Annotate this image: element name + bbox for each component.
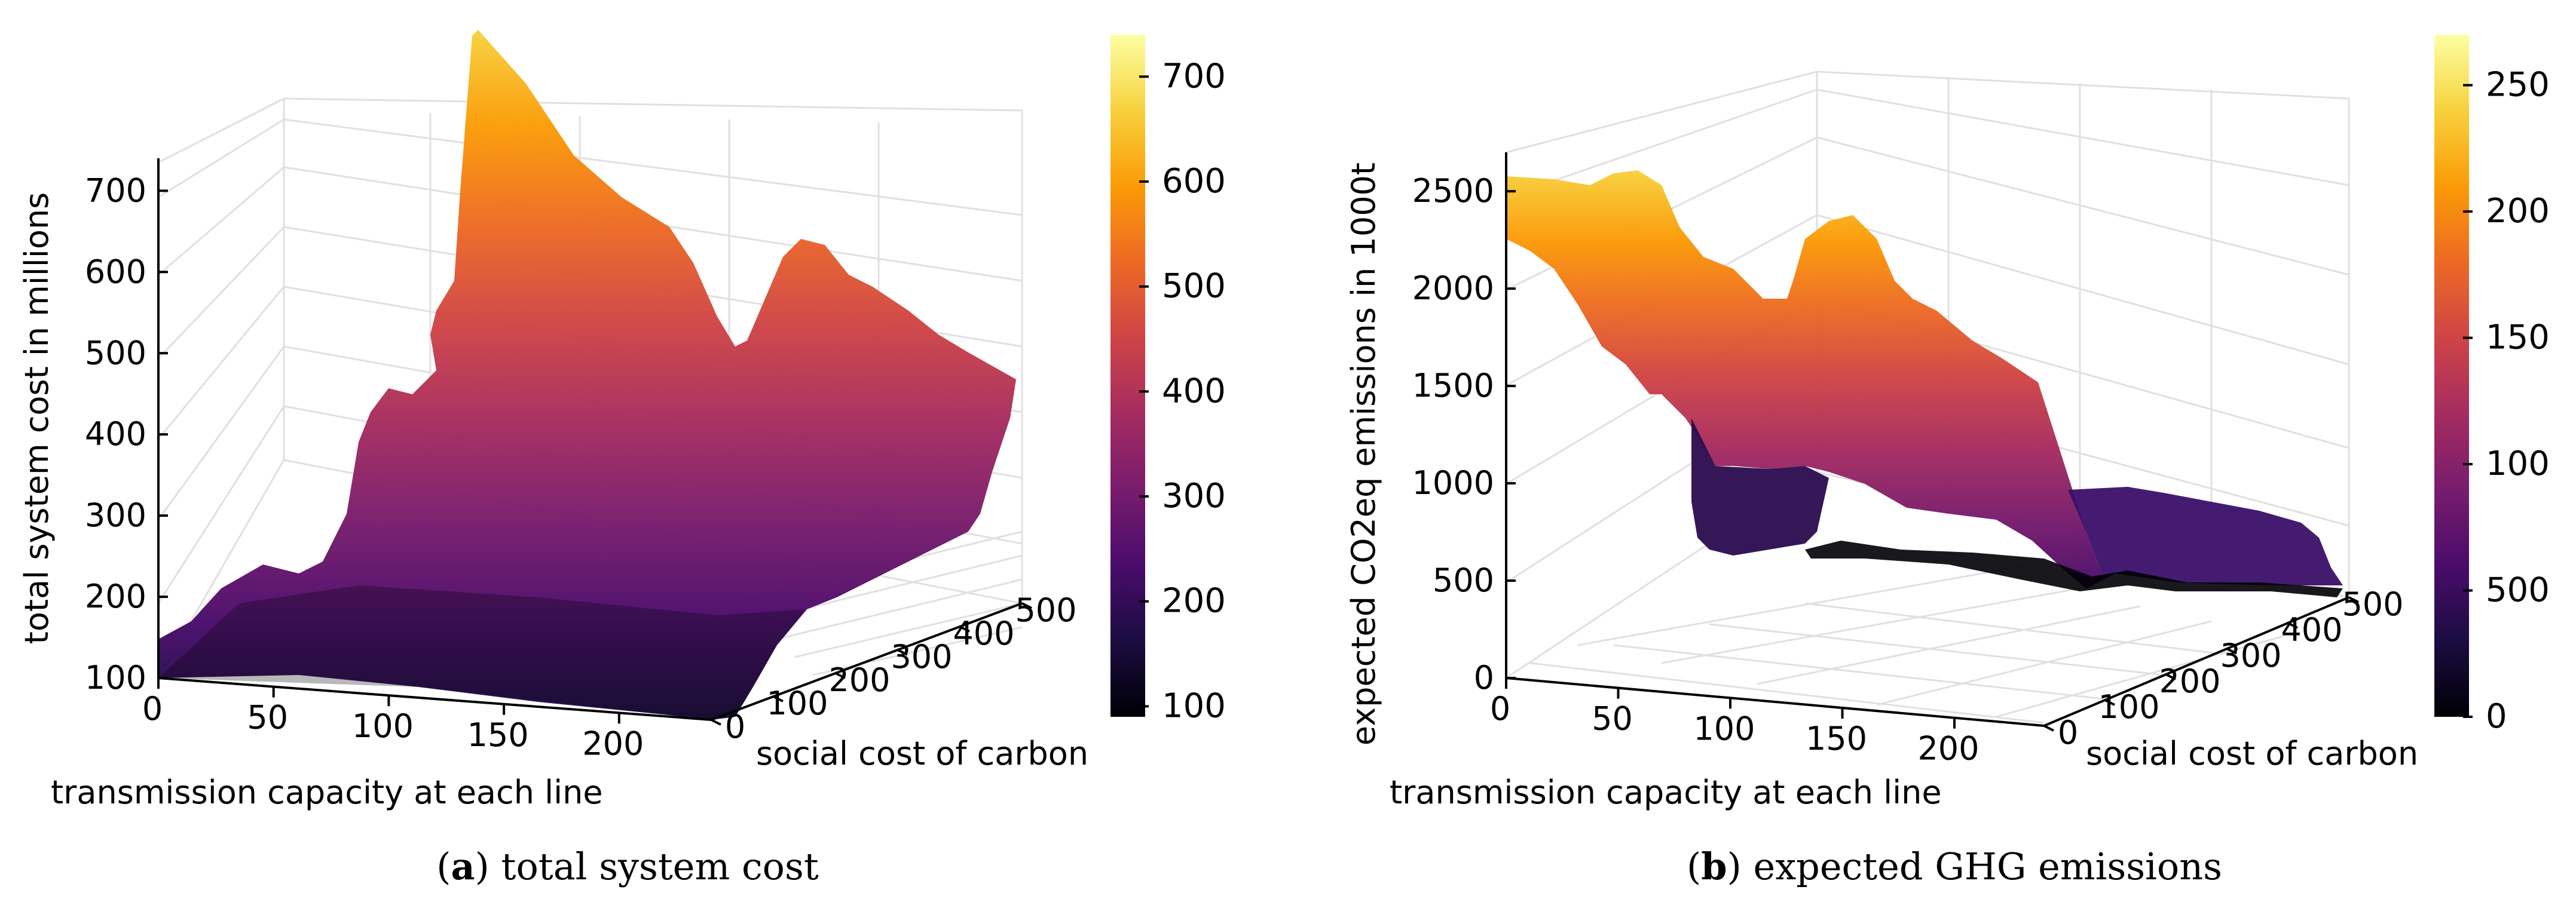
y-tick-label: 0 — [725, 708, 745, 745]
y-tick-label: 200 — [828, 661, 890, 699]
panel-a-ylabel: social cost of carbon — [756, 735, 1088, 772]
y-tick-label: 300 — [891, 638, 952, 676]
panel-b-surface — [1506, 170, 2343, 597]
x-tick-label: 0 — [1490, 690, 1510, 728]
panel-b-colorbar-ticks: 0 500 100 150 200 250 — [2463, 66, 2550, 736]
y-tick-label: 500 — [1015, 591, 1076, 629]
panel-b-colorbar-bar — [2434, 35, 2469, 717]
z-tick-label: 100 — [85, 659, 146, 697]
y-tick-label-mark — [2287, 622, 2298, 629]
panel-b-zlabel: expected CO2eq emissions in 1000t — [1345, 162, 1382, 745]
z-tick-label: 500 — [1433, 562, 1494, 599]
colorbar-tick-label: 150 — [2486, 318, 2550, 357]
z-tick-label: 2500 — [1412, 172, 1494, 210]
z-tick-label: 200 — [85, 578, 146, 615]
panel-a-colorbar-bar — [1110, 35, 1145, 717]
panel-b-caption: (b) expected GHG emissions — [1687, 845, 2222, 888]
colorbar-tick-label: 500 — [2486, 571, 2550, 610]
z-tick-label: 500 — [85, 334, 146, 372]
x-tick-label: 100 — [1693, 710, 1755, 747]
y-tick-label-mark — [2226, 648, 2237, 655]
x-tick-label: 50 — [247, 699, 288, 737]
x-tick-label: 150 — [1806, 720, 1867, 757]
panel-a-surface — [158, 30, 1016, 720]
colorbar-tick-label: 100 — [2486, 444, 2550, 483]
colorbar-tick-label: 250 — [2486, 66, 2550, 105]
x-tick-label: 50 — [1592, 700, 1633, 738]
panel-a-x-ticks: 0 50 100 150 200 — [142, 678, 644, 762]
panel-a-caption-text: total system cost — [501, 845, 819, 888]
y-tick-label: 400 — [2281, 611, 2342, 649]
panel-b-x-ticks: 0 50 100 150 200 — [1490, 678, 1980, 768]
panel-a-back-grid — [157, 97, 1023, 682]
panel-a-surface-front — [158, 30, 1016, 720]
y-tick-label: 400 — [953, 615, 1014, 652]
y-tick-label-mark — [2165, 673, 2176, 680]
y-tick-label-mark — [959, 625, 970, 633]
y-tick-label: 0 — [2058, 714, 2078, 751]
z-tick-label: 600 — [85, 253, 146, 290]
colorbar-tick-label: 500 — [1162, 267, 1226, 306]
z-tick-label: 0 — [1474, 659, 1494, 697]
panel-b-caption-letter: b — [1701, 845, 1727, 888]
y-tick-label-mark — [2043, 725, 2054, 732]
panel-a-caption: (a) total system cost — [436, 845, 819, 888]
x-tick-label: 0 — [142, 690, 163, 728]
panel-b-surface-main — [1506, 170, 2104, 588]
y-tick-label: 300 — [2220, 637, 2281, 674]
colorbar-tick-label: 600 — [1162, 162, 1226, 201]
colorbar-tick-label: 400 — [1162, 372, 1226, 410]
z-tick-label: 300 — [85, 496, 146, 534]
panel-a-xlabel: transmission capacity at each line — [51, 774, 603, 811]
y-tick-label-mark — [897, 649, 908, 656]
z-tick-label: 1500 — [1412, 367, 1494, 404]
panel-a-zlabel: total system cost in millions — [18, 192, 56, 645]
x-tick-label: 150 — [467, 716, 529, 754]
x-tick-label: 100 — [352, 707, 414, 745]
panel-b-colorbar: 0 500 100 150 200 250 — [2434, 35, 2550, 736]
x-tick-label: 200 — [1917, 730, 1979, 768]
panel-b-surface-plateau — [2068, 487, 2343, 585]
y-tick-label-mark — [835, 672, 846, 679]
y-tick-label-mark — [711, 719, 721, 726]
z-tick-label: 2000 — [1412, 269, 1494, 307]
z-tick-label: 700 — [85, 171, 146, 209]
x-tick-label: 200 — [582, 725, 644, 762]
panel-b-xlabel: transmission capacity at each line — [1390, 774, 1942, 811]
colorbar-tick-label: 200 — [1162, 582, 1226, 621]
panel-b-caption-text: expected GHG emissions — [1754, 845, 2222, 888]
colorbar-tick-label: 0 — [2486, 697, 2507, 736]
panel-b-z-ticks: 0 500 1000 1500 2000 2500 — [1412, 172, 1516, 697]
y-tick-label-mark — [2348, 596, 2359, 603]
y-tick-label: 200 — [2159, 662, 2220, 700]
z-tick-label: 400 — [85, 415, 146, 453]
colorbar-tick-label: 300 — [1162, 477, 1226, 516]
y-tick-label-mark — [773, 695, 784, 702]
panel-b-surface-shadow — [1805, 541, 2343, 597]
z-tick-label: 1000 — [1412, 464, 1494, 502]
panel-a-colorbar: 100 200 300 400 500 600 700 — [1110, 35, 1226, 725]
colorbar-tick-label: 700 — [1162, 57, 1226, 96]
y-tick-label: 100 — [2098, 688, 2159, 726]
panel-a-z-ticks: 100 200 300 400 500 600 700 — [85, 171, 168, 697]
colorbar-tick-label: 200 — [2486, 192, 2550, 231]
y-tick-label-mark — [2104, 699, 2115, 706]
panel-a-surface-shadow — [158, 585, 807, 720]
colorbar-tick-label: 100 — [1162, 686, 1226, 725]
y-tick-label: 500 — [2342, 585, 2403, 623]
panel-a-colorbar-ticks: 100 200 300 400 500 600 700 — [1139, 57, 1226, 725]
y-tick-label-mark — [1021, 602, 1032, 609]
y-tick-label: 100 — [766, 685, 828, 722]
panel-b-ylabel: social cost of carbon — [2086, 735, 2418, 772]
panel-b-surface-low — [1691, 418, 1829, 556]
panel-a-caption-letter: a — [451, 845, 475, 888]
